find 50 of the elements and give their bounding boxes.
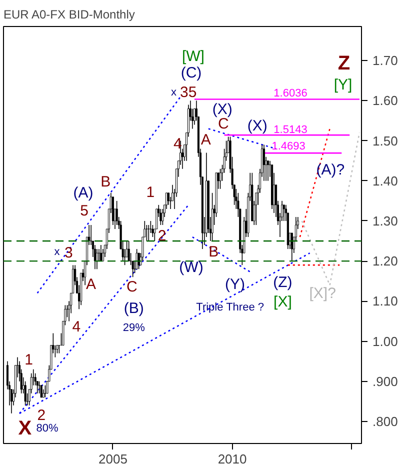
annotation: (Z) [273, 274, 292, 291]
annotation: 35 [180, 84, 197, 102]
annotation: x [54, 246, 60, 258]
y-tick-label: 1.00 [372, 334, 398, 349]
annotation: A [200, 132, 211, 149]
annotation: (Y) [225, 276, 246, 293]
annotation: (X) [212, 100, 232, 118]
annotation: (A) [73, 184, 94, 202]
chart-title: EUR A0-FX BID-Monthly [4, 8, 135, 22]
annotation: 2 [158, 228, 166, 244]
annotation: x [170, 86, 177, 99]
annotation: 4 [72, 318, 81, 336]
x-tick-label: 2005 [98, 452, 128, 466]
annotation: (B) [124, 300, 144, 318]
annotation: 1.5143 [274, 124, 308, 136]
y-tick-label: 1.60 [372, 93, 398, 108]
annotation: A [86, 276, 96, 293]
annotation: [X]? [309, 285, 336, 302]
annotation: 1 [146, 184, 155, 201]
annotation: (A)? [316, 161, 345, 178]
annotation: B [100, 173, 111, 190]
y-tick-label: 1.30 [372, 213, 398, 228]
annotation: (X) [247, 118, 268, 135]
annotation: 1 [24, 351, 33, 368]
y-tick-label: 1.20 [372, 254, 398, 269]
y-tick-label: 1.40 [372, 173, 398, 188]
annotation: C [218, 116, 229, 133]
annotation: X [18, 418, 32, 440]
annotation: B [208, 243, 219, 260]
annotation: Z [338, 52, 350, 75]
annotation: 3 [64, 244, 73, 262]
y-tick-label: .900 [372, 374, 398, 389]
annotation: 1.4693 [272, 140, 306, 153]
annotation: (C) [180, 64, 202, 82]
annotation: 2 [37, 407, 46, 424]
y-tick-label: 1.70 [372, 53, 398, 68]
annotation: 29% [122, 322, 146, 334]
annotation: [W] [182, 48, 204, 65]
annotation: 1.6036 [274, 88, 308, 100]
annotation: 5 [80, 202, 88, 220]
y-tick-label: 1.50 [372, 133, 398, 148]
annotation: [Y] [334, 76, 352, 94]
annotation: [X] [274, 294, 292, 311]
annotation: Triple Three ? [196, 302, 264, 314]
annotation: (W) [179, 259, 204, 276]
y-tick-label: 1.10 [372, 294, 398, 309]
annotation: 80% [36, 422, 59, 435]
annotation: C [126, 278, 138, 296]
x-tick-label: 2010 [218, 452, 247, 466]
y-tick-label: .800 [372, 414, 398, 429]
